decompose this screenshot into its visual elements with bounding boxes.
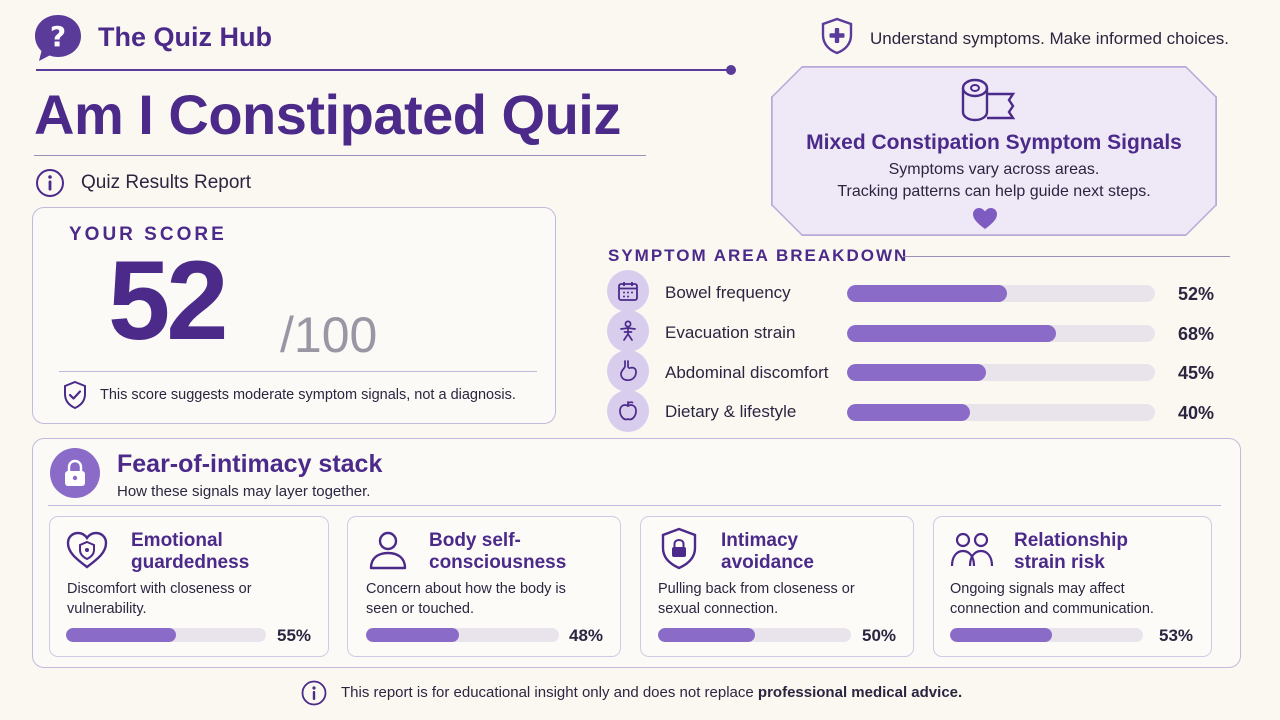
breakdown-bar-fill xyxy=(847,404,971,421)
tagline: Understand symptoms. Make informed choic… xyxy=(870,29,1230,48)
score-card xyxy=(32,207,556,424)
breakdown-percent-dietary-lifestyle: 40% xyxy=(1177,403,1214,423)
signal-description-line-2: Tracking patterns can help guide next st… xyxy=(837,183,1151,200)
report-subtitle: Quiz Results Report xyxy=(81,172,252,193)
breakdown-label-evacuation-strain: Evacuation strain xyxy=(665,323,796,342)
breakdown-percent-abdominal-discomfort: 45% xyxy=(1177,363,1214,383)
stack-card-bar xyxy=(950,628,1143,642)
score-value: 52 xyxy=(108,238,229,363)
breakdown-divider xyxy=(903,256,1230,257)
shield-check-icon xyxy=(62,380,88,410)
toilet-paper-icon xyxy=(957,74,1021,128)
stack-card-bar xyxy=(658,628,851,642)
stack-card-bar-fill xyxy=(950,628,1053,642)
stack-card-desc-line-2: vulnerability. xyxy=(67,601,147,617)
breakdown-percent-evacuation-strain: 68% xyxy=(1177,324,1214,344)
stomach-icon xyxy=(607,350,649,392)
score-label: YOUR SCORE xyxy=(69,224,227,245)
signal-title: Mixed Constipation Symptom Signals xyxy=(806,131,1182,154)
stack-card-title-line-1: Body self- xyxy=(429,530,521,551)
breakdown-bar-fill xyxy=(847,364,986,381)
score-disclaimer: This score suggests moderate symptom sig… xyxy=(100,387,516,403)
lock-shield-icon xyxy=(657,526,701,570)
stack-card-desc-line-2: connection and communication. xyxy=(950,601,1154,617)
info-icon xyxy=(35,168,65,198)
breakdown-bar-fill xyxy=(847,285,1008,302)
breakdown-label-abdominal-discomfort: Abdominal discomfort xyxy=(665,363,829,382)
apple-icon xyxy=(607,390,649,432)
stack-card-title-line-2: consciousness xyxy=(429,552,567,573)
stack-card-desc-line-2: seen or touched. xyxy=(366,601,475,617)
breakdown-heading: SYMPTOM AREA BREAKDOWN xyxy=(608,246,909,265)
stack-card-percent: 48% xyxy=(569,626,604,645)
breakdown-bar-abdominal-discomfort xyxy=(847,364,1155,381)
breakdown-label-dietary-lifestyle: Dietary & lifestyle xyxy=(665,402,797,421)
brand-name: The Quiz Hub xyxy=(98,22,272,52)
stack-card-bar-fill xyxy=(366,628,459,642)
stack-card-title-line-2: strain risk xyxy=(1014,552,1105,573)
stack-card-bar-fill xyxy=(658,628,755,642)
info-icon xyxy=(301,680,327,706)
title-divider xyxy=(34,155,646,156)
stack-card-desc-line-1: Concern about how the body is xyxy=(366,581,566,597)
stack-title: Fear-of-intimacy stack xyxy=(117,450,383,478)
stack-card-percent: 50% xyxy=(862,626,897,645)
lock-icon xyxy=(50,448,100,498)
breakdown-percent-bowel-frequency: 52% xyxy=(1177,284,1214,304)
signal-card-outline xyxy=(771,66,1217,236)
breakdown-bar-fill xyxy=(847,325,1057,342)
score-divider xyxy=(59,371,537,372)
stack-card-bar xyxy=(366,628,559,642)
two-people-icon xyxy=(950,528,994,572)
svg-text:?: ? xyxy=(50,20,66,53)
stack-card-title-line-1: Intimacy xyxy=(721,530,799,551)
breakdown-label-bowel-frequency: Bowel frequency xyxy=(665,283,791,302)
stack-card-desc-line-1: Ongoing signals may affect xyxy=(950,581,1125,597)
shield-plus-icon xyxy=(818,16,856,56)
heart-shield-icon xyxy=(65,528,109,572)
stack-subtitle: How these signals may layer together. xyxy=(117,483,371,500)
signal-description-line-1: Symptoms vary across areas. xyxy=(888,161,1100,178)
strain-figure-icon xyxy=(607,310,649,352)
stack-card-title-line-1: Relationship xyxy=(1014,530,1129,551)
page-title: Am I Constipated Quiz xyxy=(34,83,621,146)
heart-icon xyxy=(972,207,998,231)
stack-card-desc-line-1: Discomfort with closeness or xyxy=(67,581,252,597)
brand-divider-dot xyxy=(726,65,736,75)
brand-divider xyxy=(36,69,732,71)
stack-card-title-line-2: guardedness xyxy=(131,552,250,573)
footer-disclaimer: This report is for educational insight o… xyxy=(341,684,962,701)
stack-card-desc-line-1: Pulling back from closeness or xyxy=(658,581,855,597)
quiz-hub-logo-icon: ? xyxy=(32,12,84,64)
breakdown-bar-dietary-lifestyle xyxy=(847,404,1155,421)
stack-card-bar-fill xyxy=(66,628,176,642)
stack-card-desc-line-2: sexual connection. xyxy=(658,601,779,617)
stack-card-bar xyxy=(66,628,266,642)
stack-card-percent: 53% xyxy=(1159,626,1194,645)
person-icon xyxy=(366,528,410,572)
calendar-icon xyxy=(607,270,649,312)
stack-card-title-line-1: Emotional xyxy=(131,530,223,551)
breakdown-bar-evacuation-strain xyxy=(847,325,1155,342)
stack-divider xyxy=(48,505,1221,506)
breakdown-bar-bowel-frequency xyxy=(847,285,1155,302)
score-max: /100 xyxy=(280,307,378,363)
stack-card-percent: 55% xyxy=(277,626,312,645)
footer-strong-text: professional medical advice. xyxy=(757,684,963,701)
stack-card-title-line-2: avoidance xyxy=(721,552,814,573)
footer-text: This report is for educational insight o… xyxy=(341,684,758,701)
